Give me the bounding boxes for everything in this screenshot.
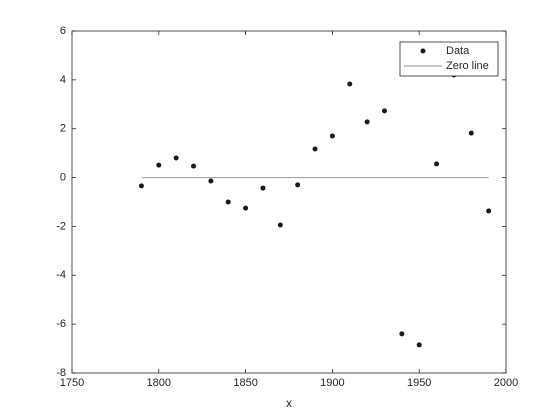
data-point <box>277 222 283 228</box>
data-point <box>138 183 144 189</box>
data-point <box>191 163 197 169</box>
data-point <box>225 199 231 205</box>
data-point <box>381 108 387 114</box>
data-point <box>468 130 474 136</box>
x-tick-label: 1800 <box>147 377 171 389</box>
y-tick-label: -6 <box>56 318 66 330</box>
legend-swatch <box>420 48 426 54</box>
y-tick-label: 2 <box>60 123 66 135</box>
data-point <box>260 185 266 191</box>
y-tick-label: -2 <box>56 220 66 232</box>
plot-box <box>71 30 507 374</box>
x-tick-label: 2000 <box>494 377 518 389</box>
data-point <box>312 146 318 152</box>
x-tick-label: 1950 <box>407 377 431 389</box>
y-tick-label: -8 <box>56 367 66 379</box>
legend-box <box>399 41 499 77</box>
data-point <box>243 205 249 211</box>
x-tick-label: 1900 <box>320 377 344 389</box>
data-point <box>364 119 370 125</box>
data-point <box>173 155 179 161</box>
y-tick-label: 4 <box>60 74 66 86</box>
x-axis-label: x <box>286 396 292 410</box>
data-point <box>347 81 353 87</box>
x-tick-label: 1850 <box>233 377 257 389</box>
legend-label: Data <box>446 45 470 57</box>
y-tick-label: -4 <box>56 269 66 281</box>
data-point <box>329 133 335 139</box>
y-tick-label: 6 <box>60 25 66 37</box>
data-point <box>208 178 214 184</box>
data-point <box>156 162 162 168</box>
data-point <box>295 182 301 188</box>
data-point <box>416 342 422 348</box>
x-tick-label: 1750 <box>60 377 84 389</box>
data-point <box>399 331 405 337</box>
data-point <box>486 208 492 214</box>
y-tick-label: 0 <box>60 171 66 183</box>
legend-label: Zero line <box>446 60 489 72</box>
data-point <box>434 161 440 167</box>
